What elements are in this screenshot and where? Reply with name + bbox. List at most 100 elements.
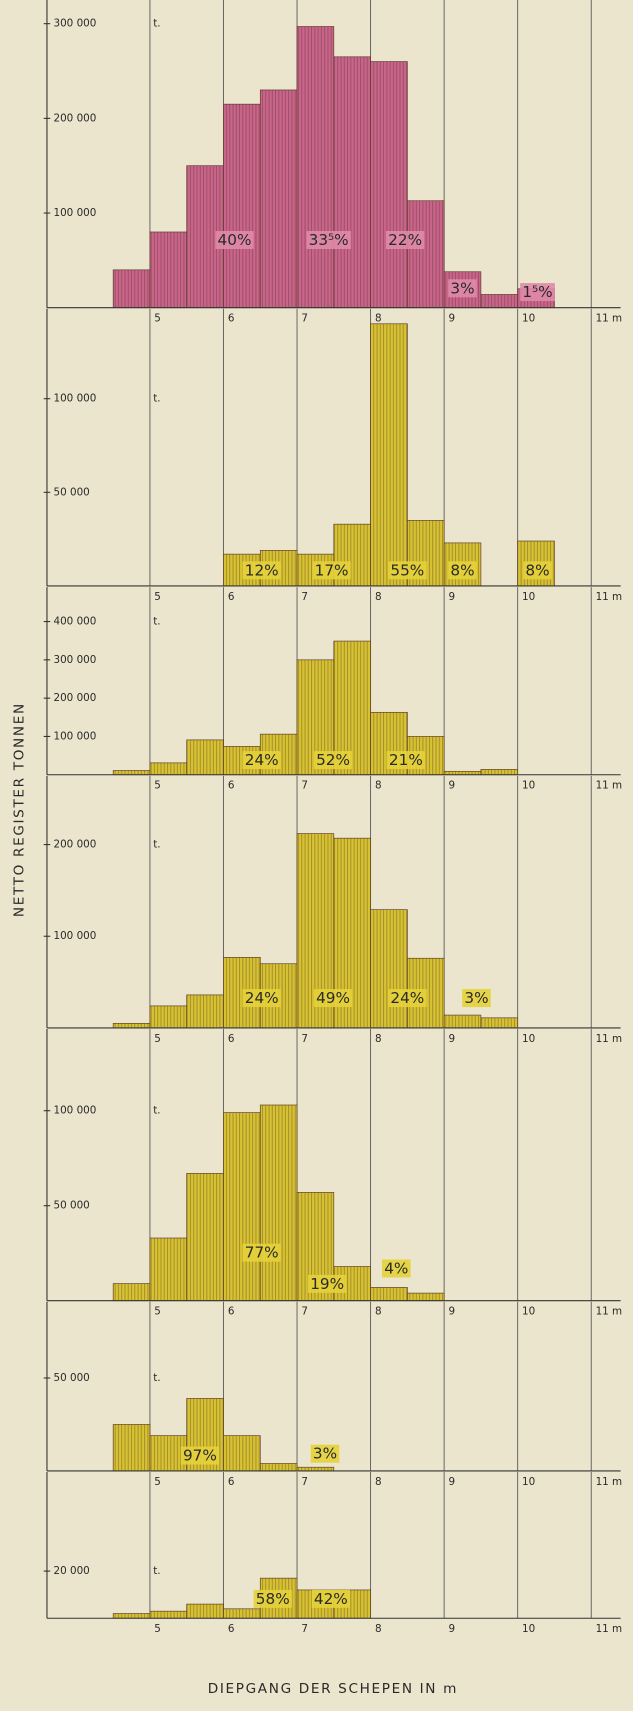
- histogram-bar: [480, 1017, 519, 1029]
- x-tick-label: 11 m: [596, 313, 623, 325]
- y-tick-label: 300 000: [54, 18, 97, 30]
- histogram-bar: [370, 909, 408, 1029]
- x-tick-label: 11 m: [596, 1476, 623, 1488]
- annotation-text: 8%: [525, 561, 549, 579]
- annotation-bg: [386, 751, 426, 770]
- x-tick-label: 11 m: [596, 1623, 623, 1635]
- annotation-text: 17%: [315, 561, 349, 579]
- annotation: 8%: [523, 561, 552, 580]
- annotation-text: 12%: [245, 561, 279, 579]
- annotation-text: 19%: [310, 1275, 344, 1293]
- unit-label: t.: [153, 1105, 160, 1117]
- annotation-bg: [448, 561, 477, 580]
- histogram-bar: [443, 1014, 482, 1029]
- annotation: 24%: [242, 751, 281, 770]
- histogram-bar: [223, 1608, 261, 1619]
- histogram-bar: [480, 294, 519, 309]
- histogram-bar: [480, 769, 519, 776]
- annotation-text: 24%: [245, 751, 279, 769]
- annotation-bg: [448, 279, 477, 298]
- y-tick-label: 100 000: [54, 930, 97, 942]
- annotation-text: 21%: [389, 751, 423, 769]
- annotation-text: 33⁵%: [309, 231, 349, 249]
- annotation-bg: [382, 1259, 411, 1278]
- x-tick-label: 10: [522, 780, 535, 792]
- unit-label: t.: [153, 839, 160, 851]
- annotation-text: 4%: [384, 1259, 408, 1277]
- histogram-bar: [333, 56, 371, 309]
- y-tick-label: 400 000: [54, 616, 97, 628]
- histogram-bar: [112, 1424, 151, 1472]
- histogram-bar: [259, 89, 298, 309]
- annotation-text: 3%: [450, 279, 474, 297]
- x-tick-label: 7: [301, 1033, 308, 1045]
- annotation-bg: [310, 1444, 340, 1463]
- y-axis-label: NETTO REGISTER TONNEN: [12, 702, 28, 917]
- histogram-bar: [112, 770, 151, 776]
- x-tick-label: 10: [522, 1476, 535, 1488]
- x-tick-label: 9: [448, 1033, 455, 1045]
- histogram-bar: [223, 103, 261, 309]
- histogram-bar: [149, 1610, 188, 1619]
- x-tick-label: 9: [448, 1623, 455, 1635]
- x-tick-label: 10: [522, 591, 535, 603]
- annotation: 58%: [253, 1589, 292, 1608]
- x-tick-label: 8: [375, 1306, 382, 1318]
- x-tick-label: 6: [228, 1476, 235, 1488]
- x-axis-label: DIEPGANG DER SCHEPEN IN m: [208, 1681, 458, 1697]
- annotation-bg: [313, 989, 353, 1008]
- annotation: 12%: [242, 561, 281, 580]
- annotation-text: 77%: [245, 1244, 279, 1262]
- histogram-bar: [149, 1237, 188, 1302]
- annotation-bg: [253, 1589, 292, 1608]
- x-tick-label: 11 m: [596, 1306, 623, 1318]
- annotation: 21%: [386, 751, 426, 770]
- histogram-bar: [149, 231, 188, 309]
- x-tick-label: 11 m: [596, 1033, 623, 1045]
- x-tick-label: 6: [228, 1033, 235, 1045]
- annotation-text: 8%: [450, 561, 474, 579]
- y-tick-label: 50 000: [54, 486, 90, 498]
- y-tick-label: 50 000: [54, 1372, 90, 1384]
- annotation: 55%: [388, 561, 427, 580]
- histogram-bar: [296, 1466, 335, 1472]
- x-tick-label: 6: [228, 1623, 235, 1635]
- unit-label: t.: [153, 616, 160, 628]
- x-tick-label: 10: [522, 313, 535, 325]
- annotation-text: 22%: [388, 231, 422, 249]
- annotation: 24%: [242, 989, 281, 1008]
- x-tick-label: 5: [154, 780, 161, 792]
- histogram-bar: [370, 1287, 408, 1302]
- x-tick-label: 8: [375, 780, 382, 792]
- x-tick-label: 6: [228, 313, 235, 325]
- annotation-bg: [311, 1589, 351, 1608]
- x-tick-label: 11 m: [596, 780, 623, 792]
- unit-label: t.: [153, 393, 160, 405]
- annotation: 33⁵%: [306, 230, 351, 249]
- annotation: 40%: [215, 230, 254, 249]
- annotation: 42%: [311, 1589, 351, 1608]
- annotation-bg: [242, 989, 281, 1008]
- histogram-bar: [223, 1435, 261, 1472]
- annotation-bg: [312, 561, 351, 580]
- y-tick-label: 50 000: [54, 1200, 90, 1212]
- x-tick-label: 8: [375, 1476, 382, 1488]
- histogram-bar: [407, 200, 445, 309]
- annotation-text: 3%: [464, 989, 488, 1007]
- annotation-text: 49%: [316, 989, 350, 1007]
- x-tick-label: 5: [154, 1476, 161, 1488]
- y-tick-label: 200 000: [54, 839, 97, 851]
- x-tick-label: 7: [301, 1623, 308, 1635]
- x-tick-label: 5: [154, 591, 161, 603]
- histogram-bar: [407, 1292, 445, 1302]
- histogram-bar: [370, 323, 408, 587]
- x-tick-label: 9: [448, 780, 455, 792]
- annotation: 3%: [448, 279, 477, 298]
- annotation-bg: [242, 1243, 281, 1262]
- annotation-bg: [242, 751, 281, 770]
- y-tick-label: 100 000: [54, 1105, 97, 1117]
- histogram-bar: [149, 762, 188, 776]
- unit-label: t.: [153, 1565, 160, 1577]
- annotation-bg: [215, 230, 254, 249]
